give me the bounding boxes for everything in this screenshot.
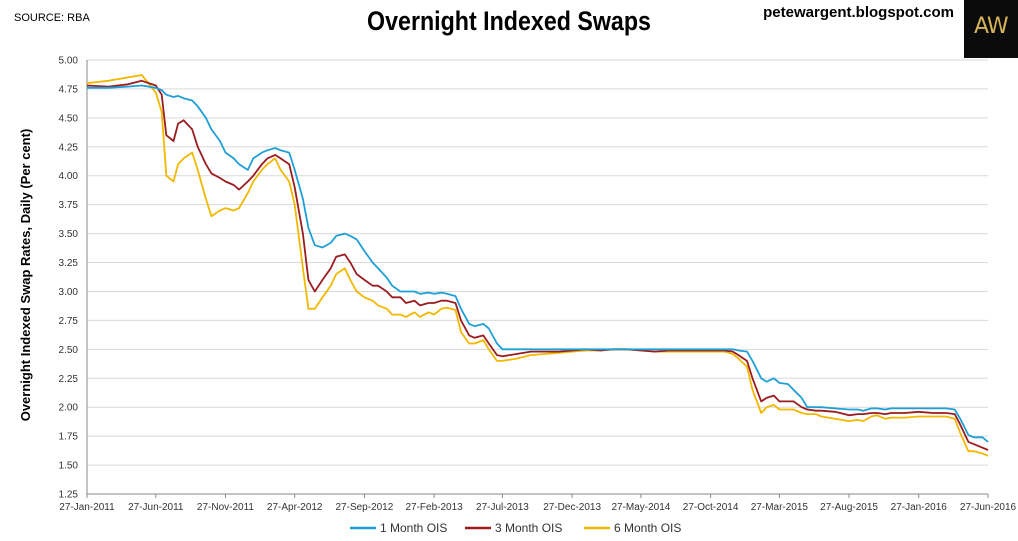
- x-tick-label: 27-Nov-2011: [197, 502, 255, 513]
- x-tick-label: 27-Feb-2013: [405, 502, 463, 513]
- y-tick-label: 3.75: [59, 200, 79, 211]
- series-line-3-month-ois: [86, 79, 989, 451]
- y-tick-label: 1.50: [59, 461, 79, 472]
- x-tick-label: 27-Jul-2013: [476, 502, 529, 513]
- blog-url[interactable]: petewargent.blogspot.com: [763, 4, 954, 21]
- series-line-1-month-ois: [87, 84, 989, 443]
- y-tick-label: 5.00: [59, 56, 79, 67]
- source-note: SOURCE: RBA: [14, 12, 90, 24]
- logo-text: AW: [974, 14, 1009, 39]
- y-tick-labels: 1.25 1.50 1.75 2.00 2.25 2.50 2.75 3.00 3.25 3.50…: [59, 56, 79, 501]
- y-tick-label: 3.50: [59, 229, 79, 240]
- y-tick-label: 4.50: [59, 113, 79, 124]
- legend-label: 1 Month OIS: [380, 521, 447, 535]
- chart-title: Overnight Indexed Swaps: [367, 6, 651, 36]
- y-tick-label: 2.25: [59, 374, 79, 385]
- y-tick-label: 1.75: [59, 432, 79, 443]
- legend: 1 Month OIS 3 Month OIS 6 Month OIS: [350, 521, 681, 535]
- x-tick-labels: 27-Jan-2011 27-Jun-2011 27-Nov-2011 27-Apr-…: [59, 502, 1016, 513]
- x-tick-label: 27-Apr-2012: [267, 502, 323, 513]
- y-tick-label: 2.00: [59, 403, 79, 414]
- series-lines: [86, 74, 989, 457]
- y-tick-label: 3.25: [59, 258, 79, 269]
- x-tick-label: 27-Mar-2015: [751, 502, 809, 513]
- y-tick-label: 4.25: [59, 142, 79, 153]
- axes: [86, 60, 989, 498]
- y-tick-label: 2.50: [59, 345, 79, 356]
- legend-label: 6 Month OIS: [614, 521, 681, 535]
- legend-label: 3 Month OIS: [495, 521, 562, 535]
- x-tick-label: 27-Jan-2011: [59, 502, 115, 513]
- y-tick-label: 2.75: [59, 316, 79, 327]
- x-tick-label: 27-Dec-2013: [543, 502, 601, 513]
- grid-lines: [87, 59, 988, 495]
- y-tick-label: 4.00: [59, 171, 79, 182]
- x-tick-label: 27-Jan-2016: [891, 502, 948, 513]
- y-axis-label: Overnight Indexed Swap Rates, Daily (Per…: [18, 129, 33, 422]
- x-tick-label: 27-Aug-2015: [820, 502, 878, 513]
- x-tick-label: 27-Jun-2016: [960, 502, 1017, 513]
- series-line-6-month-ois: [86, 74, 989, 457]
- logo: AW: [964, 0, 1018, 58]
- x-tick-label: 27-May-2014: [611, 502, 670, 513]
- y-tick-label: 3.00: [59, 287, 79, 298]
- x-tick-label: 27-Oct-2014: [683, 502, 739, 513]
- x-tick-label: 27-Jun-2011: [128, 502, 184, 513]
- y-tick-label: 1.25: [59, 490, 79, 501]
- y-tick-label: 4.75: [59, 84, 79, 95]
- x-tick-label: 27-Sep-2012: [335, 502, 393, 513]
